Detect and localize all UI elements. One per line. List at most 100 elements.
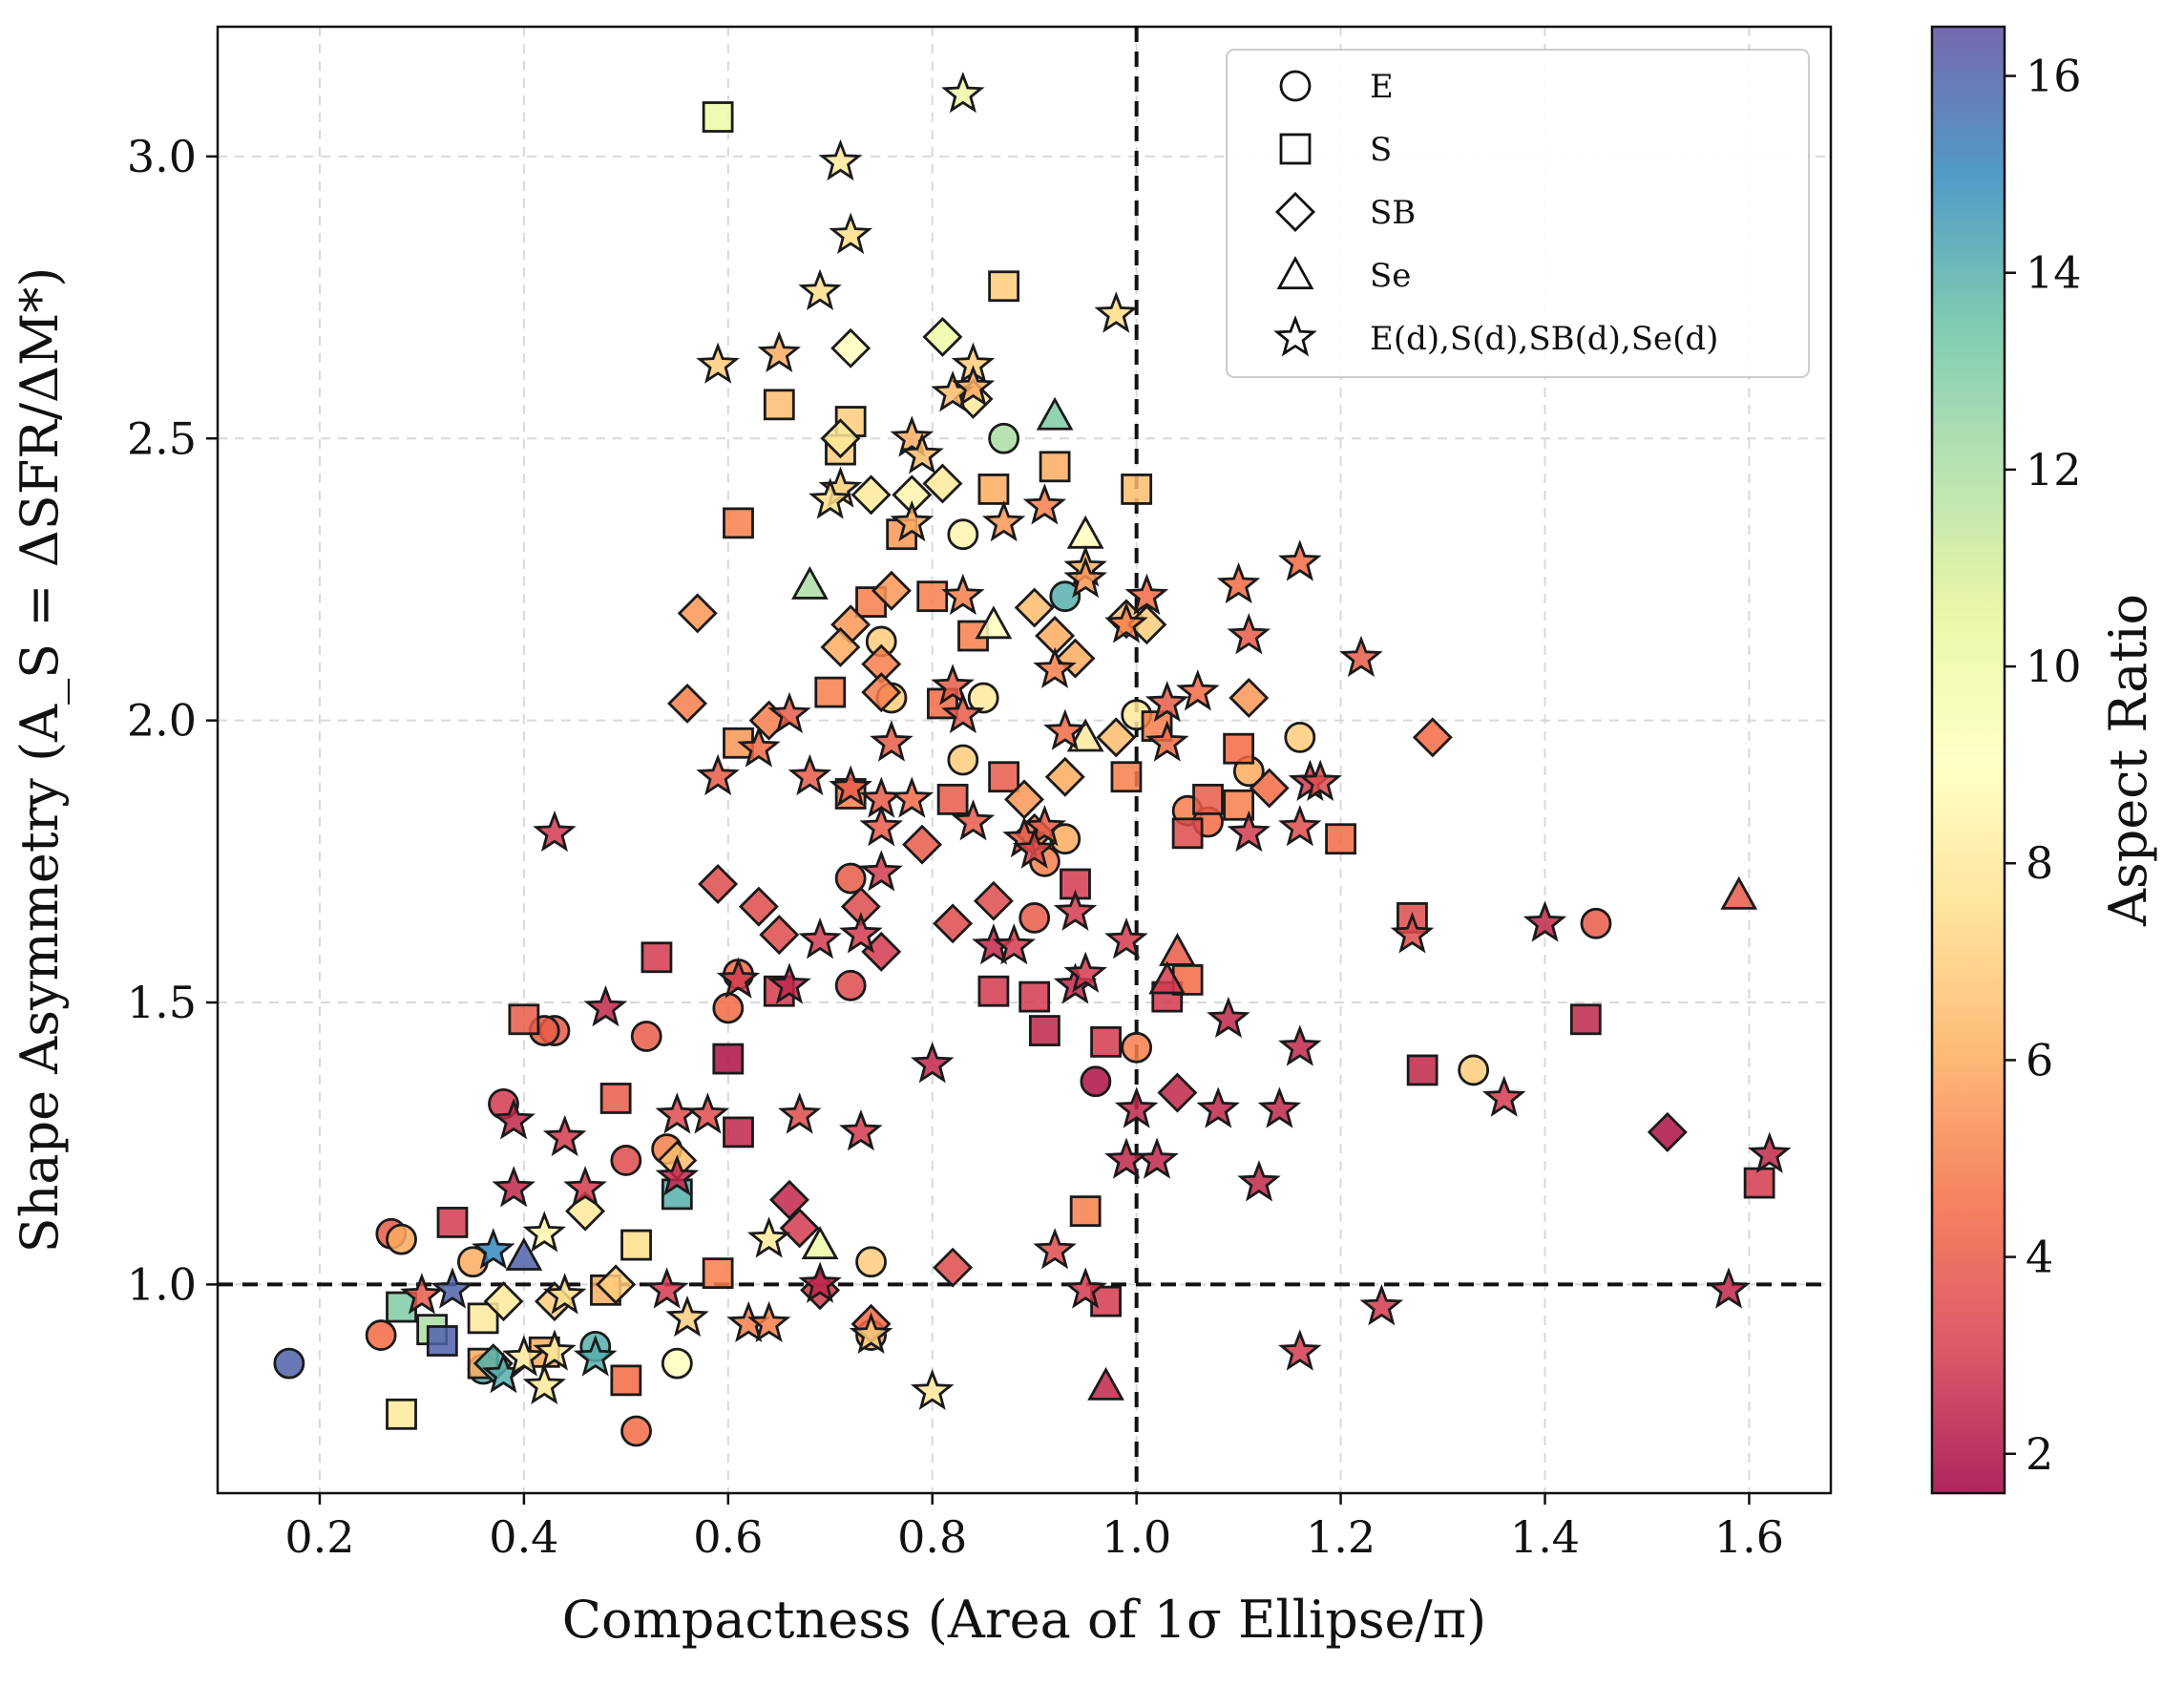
star-point — [696, 342, 740, 384]
colorbar-label: Aspect Ratio — [2098, 594, 2158, 927]
series-star — [400, 71, 1792, 1410]
series-triangle — [505, 396, 1758, 1401]
legend-item-diamond: SB — [1275, 192, 1416, 232]
star-legend-icon — [1273, 315, 1317, 357]
star-point — [1707, 1267, 1751, 1309]
star-point — [870, 720, 914, 762]
diamond-point — [1249, 768, 1290, 809]
square-point — [599, 1083, 632, 1114]
star-point — [1022, 483, 1067, 525]
square-point — [977, 474, 1010, 505]
y-tick-label: 1.5 — [127, 977, 197, 1028]
square-point — [723, 1116, 754, 1149]
square-point — [814, 676, 847, 708]
circle-point — [947, 518, 979, 551]
diamond-point — [1228, 678, 1270, 718]
diamond-point — [1157, 1072, 1198, 1113]
square-point — [436, 1207, 469, 1238]
diamond-point — [1647, 1111, 1688, 1152]
series-square — [386, 101, 1775, 1430]
circle-point — [855, 1246, 887, 1278]
square-point — [702, 101, 734, 133]
diamond-point — [596, 1264, 637, 1305]
square-point — [386, 1398, 417, 1430]
colorbar: 2 4 6 8 10 12 14 16 Aspect Ratio — [1930, 25, 2158, 1495]
star-point — [798, 917, 842, 959]
legend-label: SB — [1370, 194, 1416, 232]
star-point — [716, 957, 761, 999]
star-point — [981, 499, 1026, 542]
star-point — [1298, 759, 1342, 801]
star-point — [1033, 646, 1077, 688]
data-points — [273, 71, 1792, 1447]
colorbar-ticks: 2 4 6 8 10 12 14 16 — [2005, 51, 2082, 1480]
square-point — [1090, 1025, 1122, 1058]
star-point — [1176, 669, 1220, 711]
star-point — [839, 912, 883, 954]
square-point — [1039, 451, 1071, 483]
star-point — [1094, 291, 1139, 333]
star-point — [522, 1211, 567, 1253]
legend-item-star: E(d),S(d),SB(d),Se(d) — [1273, 315, 1718, 358]
star-point — [1257, 1086, 1302, 1128]
star-point — [533, 1329, 577, 1371]
star-point — [767, 962, 811, 1004]
x-tick-label: 0.2 — [284, 1511, 354, 1563]
star-point — [890, 499, 934, 542]
square-point — [763, 389, 795, 421]
star-point — [839, 1108, 883, 1151]
square-point — [936, 783, 969, 815]
triangle-point — [801, 1226, 839, 1260]
star-point — [1390, 912, 1435, 954]
x-axis-ticks: 0.2 0.4 0.6 0.8 1.0 1.2 1.4 1.6 — [284, 1493, 1784, 1563]
diamond-point — [779, 1208, 820, 1249]
colorbar-tick-label: 14 — [2026, 247, 2082, 299]
square-point — [620, 1229, 652, 1261]
diamond-point — [1055, 638, 1096, 679]
diamond-point — [933, 1247, 974, 1288]
square-point — [610, 1364, 642, 1397]
diamond-point — [820, 418, 861, 459]
square-point — [1192, 783, 1224, 815]
triangle-point — [975, 605, 1013, 640]
star-point — [1237, 1160, 1281, 1202]
star-point — [1012, 827, 1057, 869]
star-point — [798, 1261, 842, 1303]
star-point — [890, 415, 934, 457]
star-point — [849, 1312, 893, 1355]
triangle-point — [1087, 1366, 1124, 1401]
circle-point — [1580, 907, 1612, 939]
colorbar-tick-label: 10 — [2026, 641, 2082, 692]
star-point — [1063, 557, 1107, 599]
star-point — [1043, 708, 1087, 750]
square-point — [426, 1325, 458, 1357]
legend-item-triangle: Se — [1276, 256, 1411, 295]
diamond-point — [922, 316, 963, 357]
square-point — [702, 1257, 734, 1289]
star-point — [1144, 680, 1189, 723]
square-point — [640, 941, 673, 974]
star-point — [542, 1114, 587, 1157]
x-tick-label: 1.2 — [1306, 1511, 1376, 1563]
star-point — [859, 804, 904, 847]
legend: ES SB Se E(d),S(d),SB(d),Se(d) — [1226, 49, 1810, 378]
diamond-point — [830, 327, 872, 369]
diamond-point — [922, 463, 963, 504]
star-point — [951, 799, 996, 841]
diamond-point — [973, 880, 1014, 921]
x-tick-label: 0.8 — [897, 1511, 967, 1563]
circle-point — [834, 969, 867, 1001]
diamond-point — [698, 863, 739, 904]
y-tick-label: 3.0 — [127, 131, 197, 182]
star-point — [1022, 804, 1067, 847]
y-tick-label: 2.5 — [127, 412, 197, 464]
reference-lines — [218, 27, 1831, 1493]
star-point — [492, 1166, 536, 1208]
star-point — [522, 1362, 567, 1405]
square-point — [1018, 980, 1051, 1013]
diamond-point — [759, 915, 800, 956]
triangle-point — [791, 565, 829, 600]
star-point — [685, 1092, 730, 1134]
series-diamond — [472, 316, 1688, 1384]
